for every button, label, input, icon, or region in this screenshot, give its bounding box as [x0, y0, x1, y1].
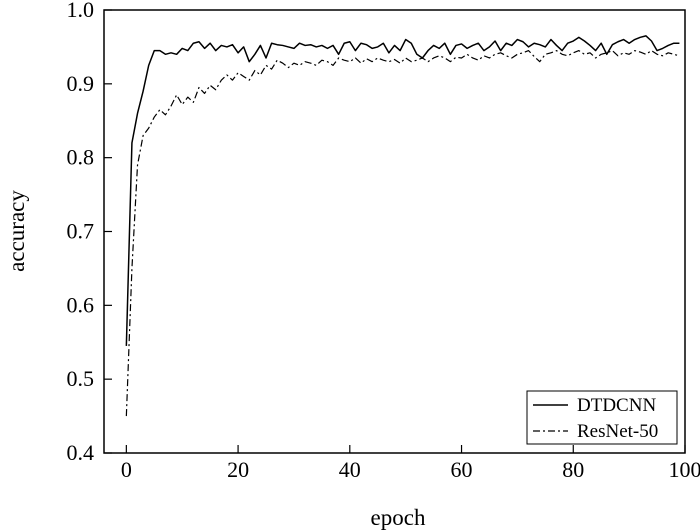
y-tick-label: 0.8	[67, 145, 95, 170]
y-tick-label: 0.7	[67, 219, 95, 244]
legend-label-dtdcnn: DTDCNN	[577, 395, 656, 416]
legend-label-resnet-50: ResNet-50	[577, 421, 658, 442]
legend-box	[526, 390, 678, 445]
x-tick-label: 0	[121, 457, 132, 482]
y-tick-label: 0.6	[67, 292, 95, 317]
series-line-dtdcnn	[125, 35, 680, 346]
legend: DTDCNN ResNet-50	[526, 390, 678, 445]
series-layer	[125, 35, 680, 417]
y-tick-label: 0.5	[67, 366, 95, 391]
y-axis-title: accuracy	[4, 190, 29, 272]
x-tick-label: 100	[669, 457, 700, 482]
plot-frame	[103, 9, 686, 454]
x-tick-label: 40	[339, 457, 361, 482]
y-tick-label: 0.4	[67, 440, 95, 465]
y-tick-label: 0.9	[67, 71, 95, 96]
y-tick-label: 1.0	[67, 0, 95, 22]
x-axis-ticks: 0 20 40 60 80 100	[121, 445, 700, 482]
y-axis-ticks: 0.4 0.5 0.6 0.7 0.8 0.9 1.0	[67, 0, 112, 465]
x-tick-label: 20	[227, 457, 249, 482]
x-tick-label: 60	[451, 457, 473, 482]
x-axis-title: epoch	[371, 505, 426, 530]
series-line-resnet-50	[125, 50, 680, 417]
x-tick-label: 80	[562, 457, 584, 482]
